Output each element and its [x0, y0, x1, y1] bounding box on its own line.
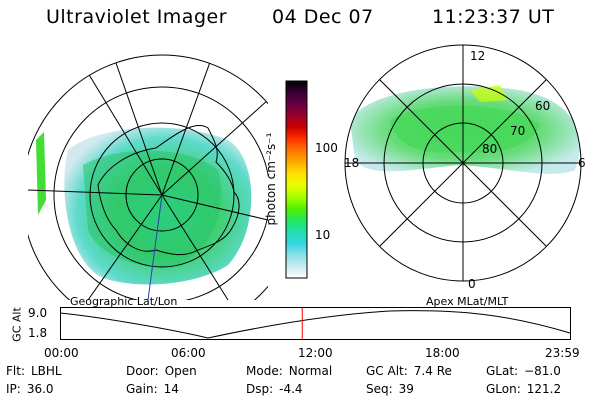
- info-gc-alt: GC Alt: 7.4 Re: [366, 364, 452, 378]
- time-tick-0600: 06:00: [171, 346, 206, 360]
- apex-label: Apex MLat/MLT: [426, 295, 509, 308]
- mlt-label-12: 12: [470, 49, 485, 63]
- time-tick-1200: 12:00: [298, 346, 333, 360]
- altitude-max-label: 9.0: [28, 306, 48, 320]
- polar-mlat-mlt-plot: 12 18 6 0 60 70 80: [344, 44, 586, 291]
- info-glat: GLat: −81.0: [486, 364, 561, 378]
- info-dsp: Dsp: -4.4: [246, 382, 303, 396]
- time-tick-0000: 00:00: [44, 346, 79, 360]
- colorbar-tick-100: 100: [315, 141, 338, 155]
- altitude-strip-plot: [60, 307, 571, 340]
- time-tick-1800: 18:00: [425, 346, 460, 360]
- altitude-axis-label: GC Alt: [10, 307, 24, 342]
- mlt-label-6: 6: [578, 156, 586, 170]
- mlat-label-60: 60: [535, 99, 550, 113]
- colorbar-unit-label: photon cm⁻²s⁻¹: [264, 132, 278, 226]
- time-tick-2359: 23:59: [545, 346, 580, 360]
- colorbar-tick-10: 10: [315, 228, 331, 242]
- color-scale-bar: [285, 80, 308, 279]
- continent-outline: [97, 125, 240, 256]
- mlt-label-18: 18: [344, 156, 359, 170]
- geographic-map: [28, 54, 268, 300]
- mlt-label-0: 0: [468, 277, 476, 291]
- info-seq: Seq: 39: [366, 382, 414, 396]
- info-ip: IP: 36.0: [6, 382, 54, 396]
- info-glon: GLon: 121.2: [486, 382, 562, 396]
- image-title: Ultraviolet Imager: [46, 6, 228, 28]
- mlat-label-80: 80: [482, 142, 497, 156]
- info-flt: Flt: LBHL: [6, 364, 62, 378]
- geographic-label: Geographic Lat/Lon: [70, 295, 178, 308]
- aurora-streak-left: [36, 132, 46, 215]
- info-mode: Mode: Normal: [246, 364, 333, 378]
- info-gain: Gain: 14: [126, 382, 179, 396]
- info-door: Door: Open: [126, 364, 197, 378]
- mlat-label-70: 70: [510, 124, 525, 138]
- altitude-min-label: 1.8: [28, 326, 48, 340]
- altitude-curve: [60, 310, 571, 339]
- image-time: 11:23:37 UT: [432, 6, 555, 28]
- image-date: 04 Dec 07: [272, 6, 374, 28]
